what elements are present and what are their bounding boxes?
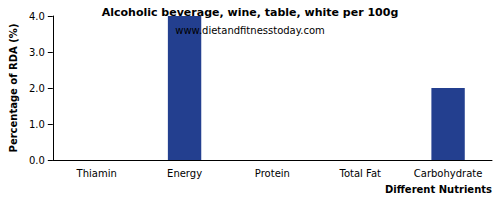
svg-text:Total Fat: Total Fat: [339, 168, 381, 179]
svg-text:Energy: Energy: [167, 168, 202, 179]
svg-text:Percentage of RDA (%): Percentage of RDA (%): [8, 24, 19, 153]
svg-text:0.0: 0.0: [29, 155, 45, 166]
svg-text:Carbohydrate: Carbohydrate: [414, 168, 483, 179]
svg-text:Thiamin: Thiamin: [76, 168, 117, 179]
svg-text:1.0: 1.0: [29, 119, 45, 130]
svg-text:www.dietandfitnesstoday.com: www.dietandfitnesstoday.com: [175, 25, 324, 36]
svg-text:2.0: 2.0: [29, 83, 45, 94]
svg-text:Different Nutrients: Different Nutrients: [385, 184, 492, 195]
svg-text:4.0: 4.0: [29, 11, 45, 22]
svg-text:Protein: Protein: [255, 168, 290, 179]
svg-text:3.0: 3.0: [29, 47, 45, 58]
svg-text:Alcoholic beverage, wine, tabl: Alcoholic beverage, wine, table, white p…: [102, 6, 399, 19]
